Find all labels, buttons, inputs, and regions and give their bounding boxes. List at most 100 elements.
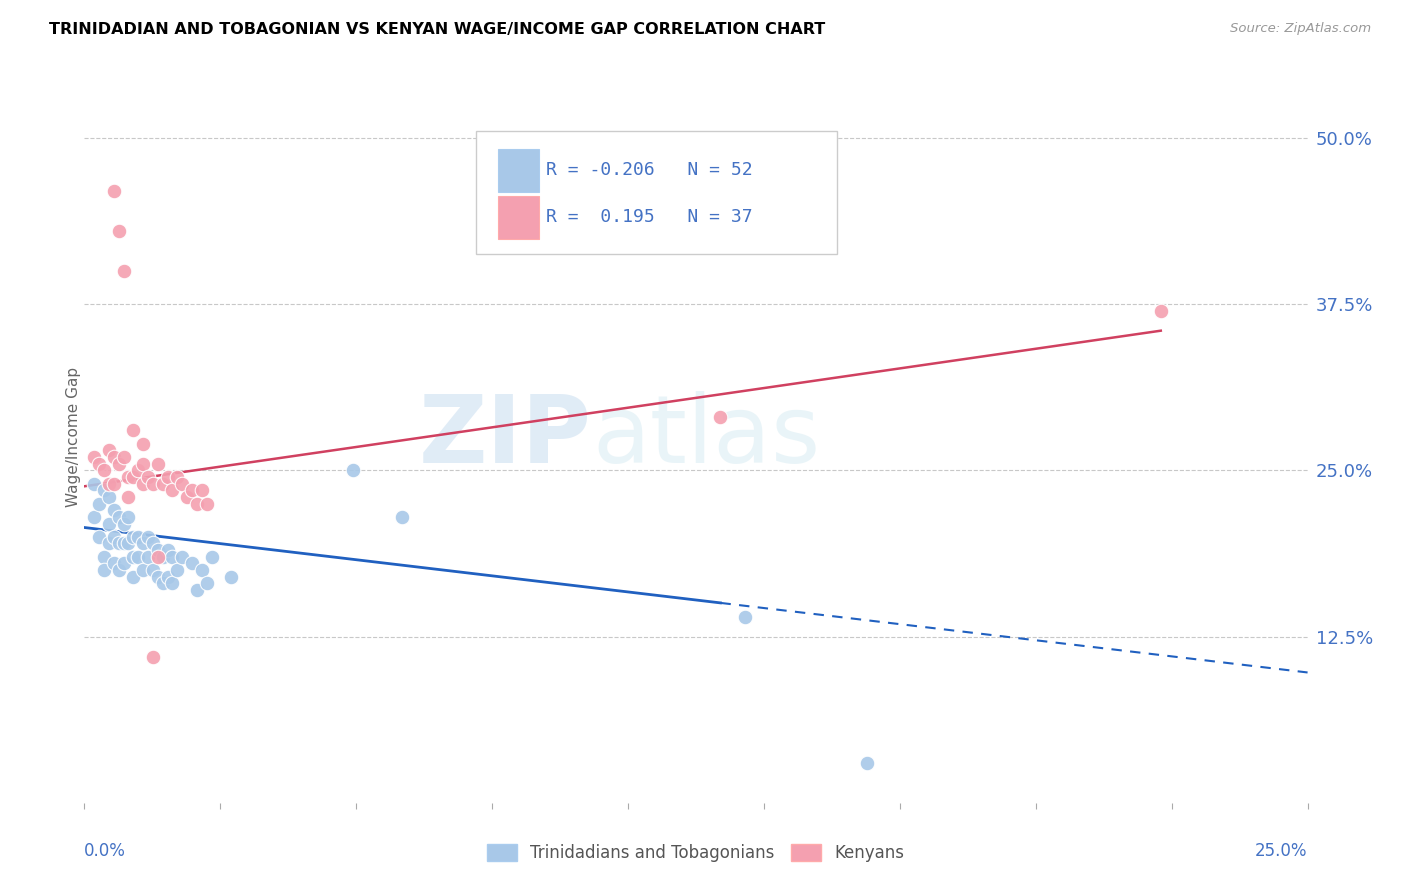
Point (166, 563, 188, 577)
Point (132, 436, 155, 450)
Point (107, 224, 129, 238)
Text: R = -0.206   N = 52: R = -0.206 N = 52 (546, 161, 752, 179)
Point (122, 549, 145, 564)
FancyBboxPatch shape (498, 195, 540, 239)
Point (93, 563, 115, 577)
Point (97, 490, 120, 504)
Point (156, 470, 179, 484)
Point (83, 509, 105, 524)
Point (83, 476, 105, 491)
Point (97, 443, 120, 458)
Point (127, 463, 149, 477)
Point (176, 490, 198, 504)
Point (162, 549, 184, 564)
Point (97, 476, 120, 491)
Point (162, 483, 184, 498)
Point (122, 424, 145, 438)
Point (181, 557, 204, 571)
Point (219, 570, 242, 584)
Text: R =  0.195   N = 37: R = 0.195 N = 37 (546, 208, 752, 226)
Point (136, 530, 159, 544)
Point (856, 756, 879, 770)
Point (146, 570, 169, 584)
Point (152, 576, 174, 591)
Point (112, 450, 135, 464)
Point (186, 497, 208, 511)
Y-axis label: Wage/Income Gap: Wage/Income Gap (66, 367, 80, 508)
Point (103, 450, 125, 464)
Point (186, 582, 208, 597)
Point (734, 609, 756, 624)
Point (342, 463, 364, 477)
Point (132, 536, 155, 550)
Point (87, 497, 110, 511)
Point (103, 503, 125, 517)
Text: 25.0%: 25.0% (1256, 842, 1308, 860)
Point (1150, 303, 1173, 318)
Point (132, 563, 155, 577)
Point (122, 570, 145, 584)
Point (127, 549, 149, 564)
Point (195, 576, 218, 591)
Point (117, 490, 139, 504)
Point (142, 649, 165, 664)
Point (162, 576, 184, 591)
Point (112, 516, 135, 531)
Point (181, 483, 204, 498)
Point (172, 476, 194, 491)
Point (107, 536, 129, 550)
Point (391, 509, 413, 524)
FancyBboxPatch shape (498, 149, 540, 192)
Point (83, 450, 105, 464)
Point (107, 509, 129, 524)
Point (97, 516, 120, 531)
Point (103, 530, 125, 544)
Point (132, 476, 155, 491)
Point (112, 536, 135, 550)
Point (191, 483, 214, 498)
Point (136, 470, 159, 484)
Point (93, 549, 115, 564)
Point (103, 184, 125, 198)
Point (93, 463, 115, 477)
Point (117, 470, 139, 484)
Point (122, 470, 145, 484)
Point (107, 563, 129, 577)
Text: Source: ZipAtlas.com: Source: ZipAtlas.com (1230, 22, 1371, 36)
Point (97, 536, 120, 550)
Point (87, 457, 110, 471)
FancyBboxPatch shape (475, 131, 837, 254)
Point (146, 457, 169, 471)
Point (152, 476, 174, 491)
Point (172, 549, 194, 564)
Point (152, 549, 174, 564)
Point (117, 509, 139, 524)
Point (142, 563, 165, 577)
Point (127, 530, 149, 544)
Point (709, 410, 731, 425)
Point (142, 476, 165, 491)
Point (136, 549, 159, 564)
Text: atlas: atlas (592, 391, 820, 483)
Point (112, 557, 135, 571)
Point (195, 497, 218, 511)
Point (107, 457, 129, 471)
Point (117, 536, 139, 550)
Point (93, 483, 115, 498)
Point (87, 530, 110, 544)
Text: 0.0%: 0.0% (84, 842, 127, 860)
Point (132, 457, 155, 471)
Point (142, 536, 165, 550)
Text: TRINIDADIAN AND TOBAGONIAN VS KENYAN WAGE/INCOME GAP CORRELATION CHART: TRINIDADIAN AND TOBAGONIAN VS KENYAN WAG… (49, 22, 825, 37)
Point (146, 549, 169, 564)
Legend: Trinidadians and Tobagonians, Kenyans: Trinidadians and Tobagonians, Kenyans (481, 837, 911, 869)
Point (156, 543, 179, 558)
Point (103, 557, 125, 571)
Point (112, 264, 135, 278)
Point (191, 563, 214, 577)
Text: ZIP: ZIP (419, 391, 592, 483)
Point (200, 549, 222, 564)
Point (103, 476, 125, 491)
Point (166, 470, 188, 484)
Point (122, 530, 145, 544)
